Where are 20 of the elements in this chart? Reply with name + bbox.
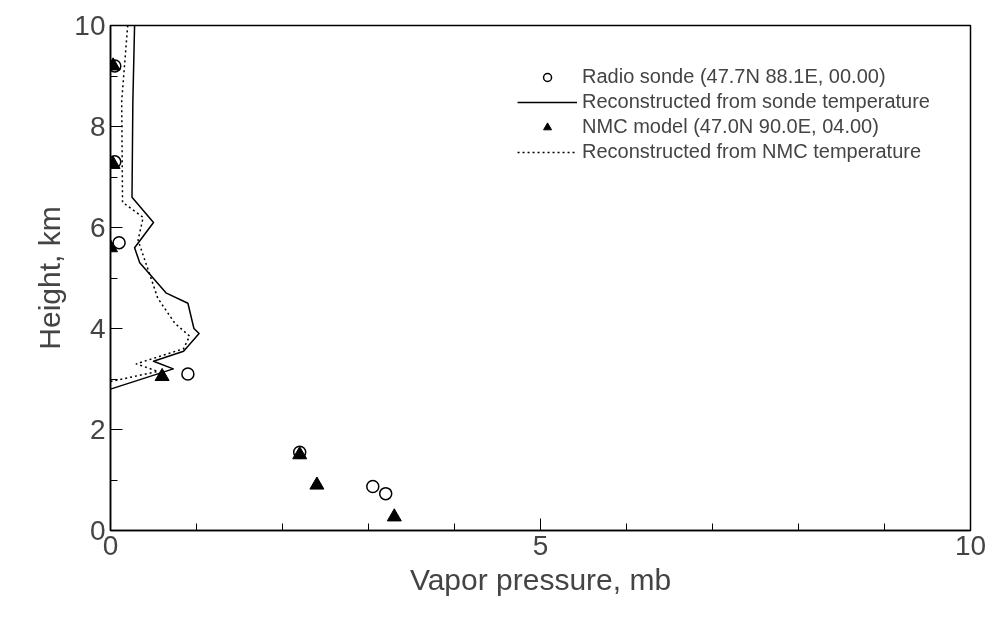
point <box>309 476 325 490</box>
point <box>154 367 170 382</box>
point <box>366 479 380 494</box>
legend-label: NMC model (47.0N 90.0E, 04.00) <box>582 115 879 138</box>
point <box>112 235 126 250</box>
y-tick-label: 2 <box>89 414 106 445</box>
x-tick-label: 10 <box>954 529 987 561</box>
y-axis-title: Height, km <box>33 206 67 350</box>
point <box>181 367 195 381</box>
point <box>386 508 402 522</box>
legend-label: Radio sonde (47.7N 88.1E, 00.00) <box>582 65 886 88</box>
y-tick-label: 4 <box>89 313 106 344</box>
y-tick-label: 8 <box>89 111 106 142</box>
legend-label: Reconstructed from NMC temperature <box>582 140 922 163</box>
y-tick-label: 6 <box>89 212 106 243</box>
x-axis-title: Vapor pressure, mb <box>409 562 672 596</box>
x-tick-label: 5 <box>532 529 549 561</box>
y-tick-label: 10 <box>74 10 106 41</box>
point <box>378 486 393 501</box>
legend-label: Reconstructed from sonde temperature <box>582 90 930 113</box>
